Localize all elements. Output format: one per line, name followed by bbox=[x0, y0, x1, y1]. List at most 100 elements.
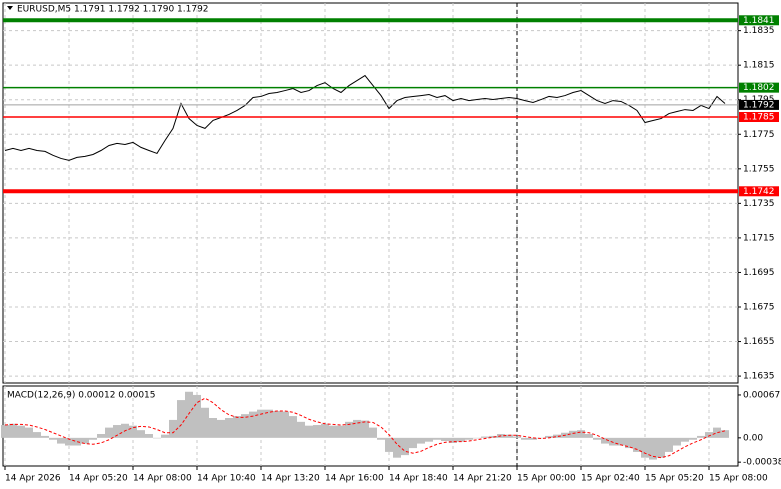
macd-bar bbox=[385, 437, 393, 452]
macd-bar bbox=[425, 437, 433, 442]
chart-title: EURUSD,M5 1.1791 1.1792 1.1790 1.1792 bbox=[17, 5, 209, 15]
macd-bar bbox=[169, 419, 177, 438]
macd-bar bbox=[25, 427, 33, 438]
macd-bar bbox=[297, 421, 305, 438]
macd-bar bbox=[505, 434, 513, 438]
level-label: 1.1841 bbox=[743, 16, 775, 26]
y-tick-label: -0.00038 bbox=[743, 458, 781, 468]
macd-bar bbox=[65, 437, 73, 446]
macd-bar bbox=[97, 434, 105, 438]
macd-bar bbox=[689, 437, 697, 440]
y-tick-label: 1.1755 bbox=[743, 164, 775, 174]
macd-bar bbox=[521, 437, 529, 440]
level-label: 1.1802 bbox=[743, 83, 775, 93]
macd-bar bbox=[329, 425, 337, 438]
macd-bar bbox=[625, 437, 633, 449]
macd-bar bbox=[57, 437, 65, 444]
macd-bar bbox=[161, 434, 169, 438]
macd-bar bbox=[441, 437, 449, 442]
macd-bar bbox=[393, 437, 401, 458]
macd-bar bbox=[641, 437, 649, 458]
level-label-bg bbox=[739, 82, 779, 93]
macd-bar bbox=[489, 435, 497, 438]
macd-bar bbox=[473, 437, 481, 439]
macd-bar bbox=[225, 418, 233, 438]
x-tick-label: 15 Apr 00:00 bbox=[517, 474, 576, 484]
macd-bar bbox=[465, 437, 473, 440]
macd-bar bbox=[337, 425, 345, 438]
x-tick-label: 14 Apr 21:20 bbox=[453, 474, 512, 484]
macd-bar bbox=[185, 391, 193, 438]
macd-bar bbox=[353, 419, 361, 438]
macd-bar bbox=[457, 437, 465, 442]
macd-bar bbox=[449, 437, 457, 443]
level-label: 1.1785 bbox=[743, 113, 775, 123]
macd-bar bbox=[137, 430, 145, 438]
macd-bar bbox=[321, 423, 329, 438]
macd-bar bbox=[233, 416, 241, 438]
macd-bar bbox=[593, 437, 601, 440]
current-price-bg bbox=[739, 99, 779, 110]
macd-bar bbox=[569, 430, 577, 438]
macd-bar bbox=[129, 425, 137, 438]
x-tick-label: 14 Apr 10:40 bbox=[197, 474, 256, 484]
level-label-bg bbox=[739, 112, 779, 122]
y-tick-label: 1.1715 bbox=[743, 233, 775, 243]
x-tick-label: 14 Apr 16:00 bbox=[325, 474, 384, 484]
current-price-label: 1.1792 bbox=[743, 100, 775, 110]
macd-bar bbox=[201, 407, 209, 438]
y-tick-label: 1.1655 bbox=[743, 337, 775, 347]
macd-bar bbox=[529, 437, 537, 440]
macd-bar bbox=[33, 432, 41, 438]
macd-bar bbox=[345, 421, 353, 438]
macd-bar bbox=[41, 435, 49, 438]
y-tick-label: 1.1695 bbox=[743, 268, 775, 278]
macd-bar bbox=[673, 437, 681, 446]
macd-bar bbox=[601, 437, 609, 444]
x-tick-label: 14 Apr 13:20 bbox=[261, 474, 320, 484]
macd-bar bbox=[377, 437, 385, 440]
y-tick-label: 1.1835 bbox=[743, 26, 775, 36]
menu-arrow[interactable] bbox=[7, 6, 13, 10]
macd-bar bbox=[417, 437, 425, 444]
macd-bar bbox=[409, 437, 417, 449]
macd-bar bbox=[577, 430, 585, 438]
macd-bar bbox=[217, 419, 225, 438]
level-label-bg bbox=[739, 15, 779, 26]
macd-bar bbox=[273, 410, 281, 438]
x-tick-label: 14 Apr 2026 bbox=[5, 474, 61, 484]
macd-bar bbox=[209, 418, 217, 438]
macd-bar bbox=[585, 434, 593, 438]
y-tick-label: 1.1735 bbox=[743, 199, 775, 209]
macd-bar bbox=[89, 437, 97, 440]
macd-bar bbox=[105, 427, 113, 438]
y-tick-label: 0.00067 bbox=[743, 390, 780, 400]
macd-bar bbox=[249, 411, 257, 438]
macd-bar bbox=[545, 435, 553, 438]
macd-title: MACD(12,26,9) 0.00012 0.00015 bbox=[7, 391, 156, 401]
x-tick-label: 15 Apr 02:40 bbox=[581, 474, 640, 484]
macd-bar bbox=[609, 437, 617, 446]
macd-bar bbox=[553, 434, 561, 438]
macd-bar bbox=[657, 437, 665, 458]
y-tick-label: 0.00 bbox=[743, 433, 763, 443]
y-tick-label: 1.1635 bbox=[743, 372, 775, 382]
y-tick-label: 1.1775 bbox=[743, 130, 775, 140]
macd-bar bbox=[617, 437, 625, 446]
macd-bar bbox=[9, 423, 17, 438]
macd-bar bbox=[177, 400, 185, 438]
macd-bar bbox=[713, 427, 721, 438]
macd-bar bbox=[513, 436, 521, 438]
macd-bar bbox=[433, 437, 441, 440]
macd-bar bbox=[193, 394, 201, 438]
macd-bar bbox=[289, 416, 297, 438]
x-tick-label: 14 Apr 18:40 bbox=[389, 474, 448, 484]
macd-bar bbox=[313, 425, 321, 438]
y-tick-label: 1.1675 bbox=[743, 303, 775, 313]
macd-bar bbox=[1, 425, 9, 438]
macd-bar bbox=[73, 437, 81, 446]
macd-bar bbox=[721, 430, 729, 438]
level-label: 1.1742 bbox=[743, 187, 775, 197]
x-tick-label: 15 Apr 05:20 bbox=[645, 474, 704, 484]
